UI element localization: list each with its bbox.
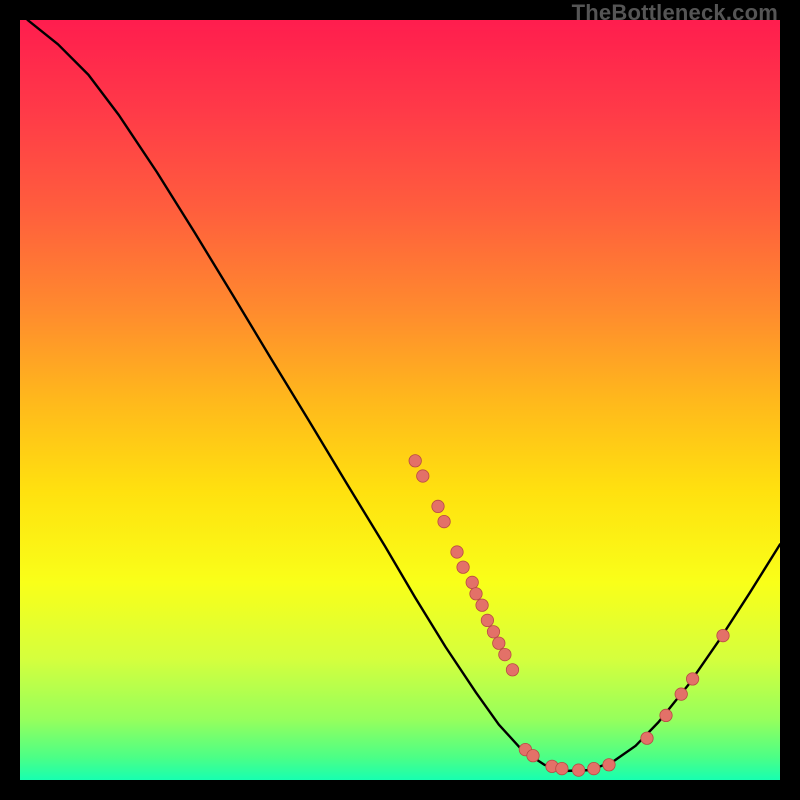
data-marker — [675, 688, 687, 700]
data-marker — [417, 470, 429, 482]
data-marker — [686, 673, 698, 685]
data-marker — [660, 709, 672, 721]
data-marker — [466, 576, 478, 588]
data-marker — [476, 599, 488, 611]
data-marker — [457, 561, 469, 573]
data-marker — [717, 629, 729, 641]
data-marker — [603, 759, 615, 771]
data-marker — [506, 664, 518, 676]
data-marker — [432, 500, 444, 512]
data-marker — [493, 637, 505, 649]
data-marker — [481, 614, 493, 626]
data-marker — [438, 515, 450, 527]
chart-background — [20, 20, 780, 780]
data-marker — [556, 762, 568, 774]
plot-area — [20, 20, 780, 780]
data-marker — [487, 626, 499, 638]
data-marker — [527, 749, 539, 761]
chart-frame: TheBottleneck.com — [0, 0, 800, 800]
gradient-v-chart — [20, 20, 780, 780]
data-marker — [451, 546, 463, 558]
data-marker — [641, 732, 653, 744]
data-marker — [470, 588, 482, 600]
data-marker — [572, 764, 584, 776]
data-marker — [499, 648, 511, 660]
data-marker — [588, 762, 600, 774]
data-marker — [409, 455, 421, 467]
